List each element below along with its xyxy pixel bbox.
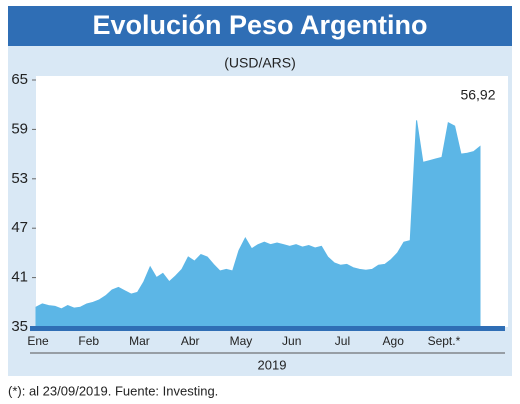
x-tick-label: Abr bbox=[181, 334, 200, 348]
x-tick-label: Ago bbox=[383, 334, 405, 348]
x-axis-band bbox=[30, 326, 505, 331]
x-tick-label: Feb bbox=[78, 334, 99, 348]
y-tick-label: 41 bbox=[11, 269, 28, 286]
y-tick-label: 65 bbox=[11, 71, 28, 88]
area bbox=[35, 120, 481, 328]
value-annotation: 56,92 bbox=[460, 87, 495, 103]
x-tick-label: Jun bbox=[282, 334, 301, 348]
y-tick-label: 59 bbox=[11, 120, 28, 137]
x-axis-label: 2019 bbox=[258, 357, 287, 372]
x-tick-label: Sept.* bbox=[428, 334, 461, 348]
chart-subtitle: (USD/ARS) bbox=[224, 55, 296, 71]
title-banner bbox=[8, 6, 512, 46]
x-tick-label: May bbox=[230, 334, 253, 348]
x-tick-label: Jul bbox=[335, 334, 350, 348]
x-tick-label: Ene bbox=[27, 334, 49, 348]
x-tick-label: Mar bbox=[129, 334, 150, 348]
y-tick-label: 47 bbox=[11, 219, 28, 236]
y-tick-label: 35 bbox=[11, 318, 28, 335]
y-tick-label: 53 bbox=[11, 170, 28, 187]
chart-title: Evolución Peso Argentino bbox=[92, 10, 427, 40]
footnote: (*): al 23/09/2019. Fuente: Investing. bbox=[8, 383, 218, 398]
